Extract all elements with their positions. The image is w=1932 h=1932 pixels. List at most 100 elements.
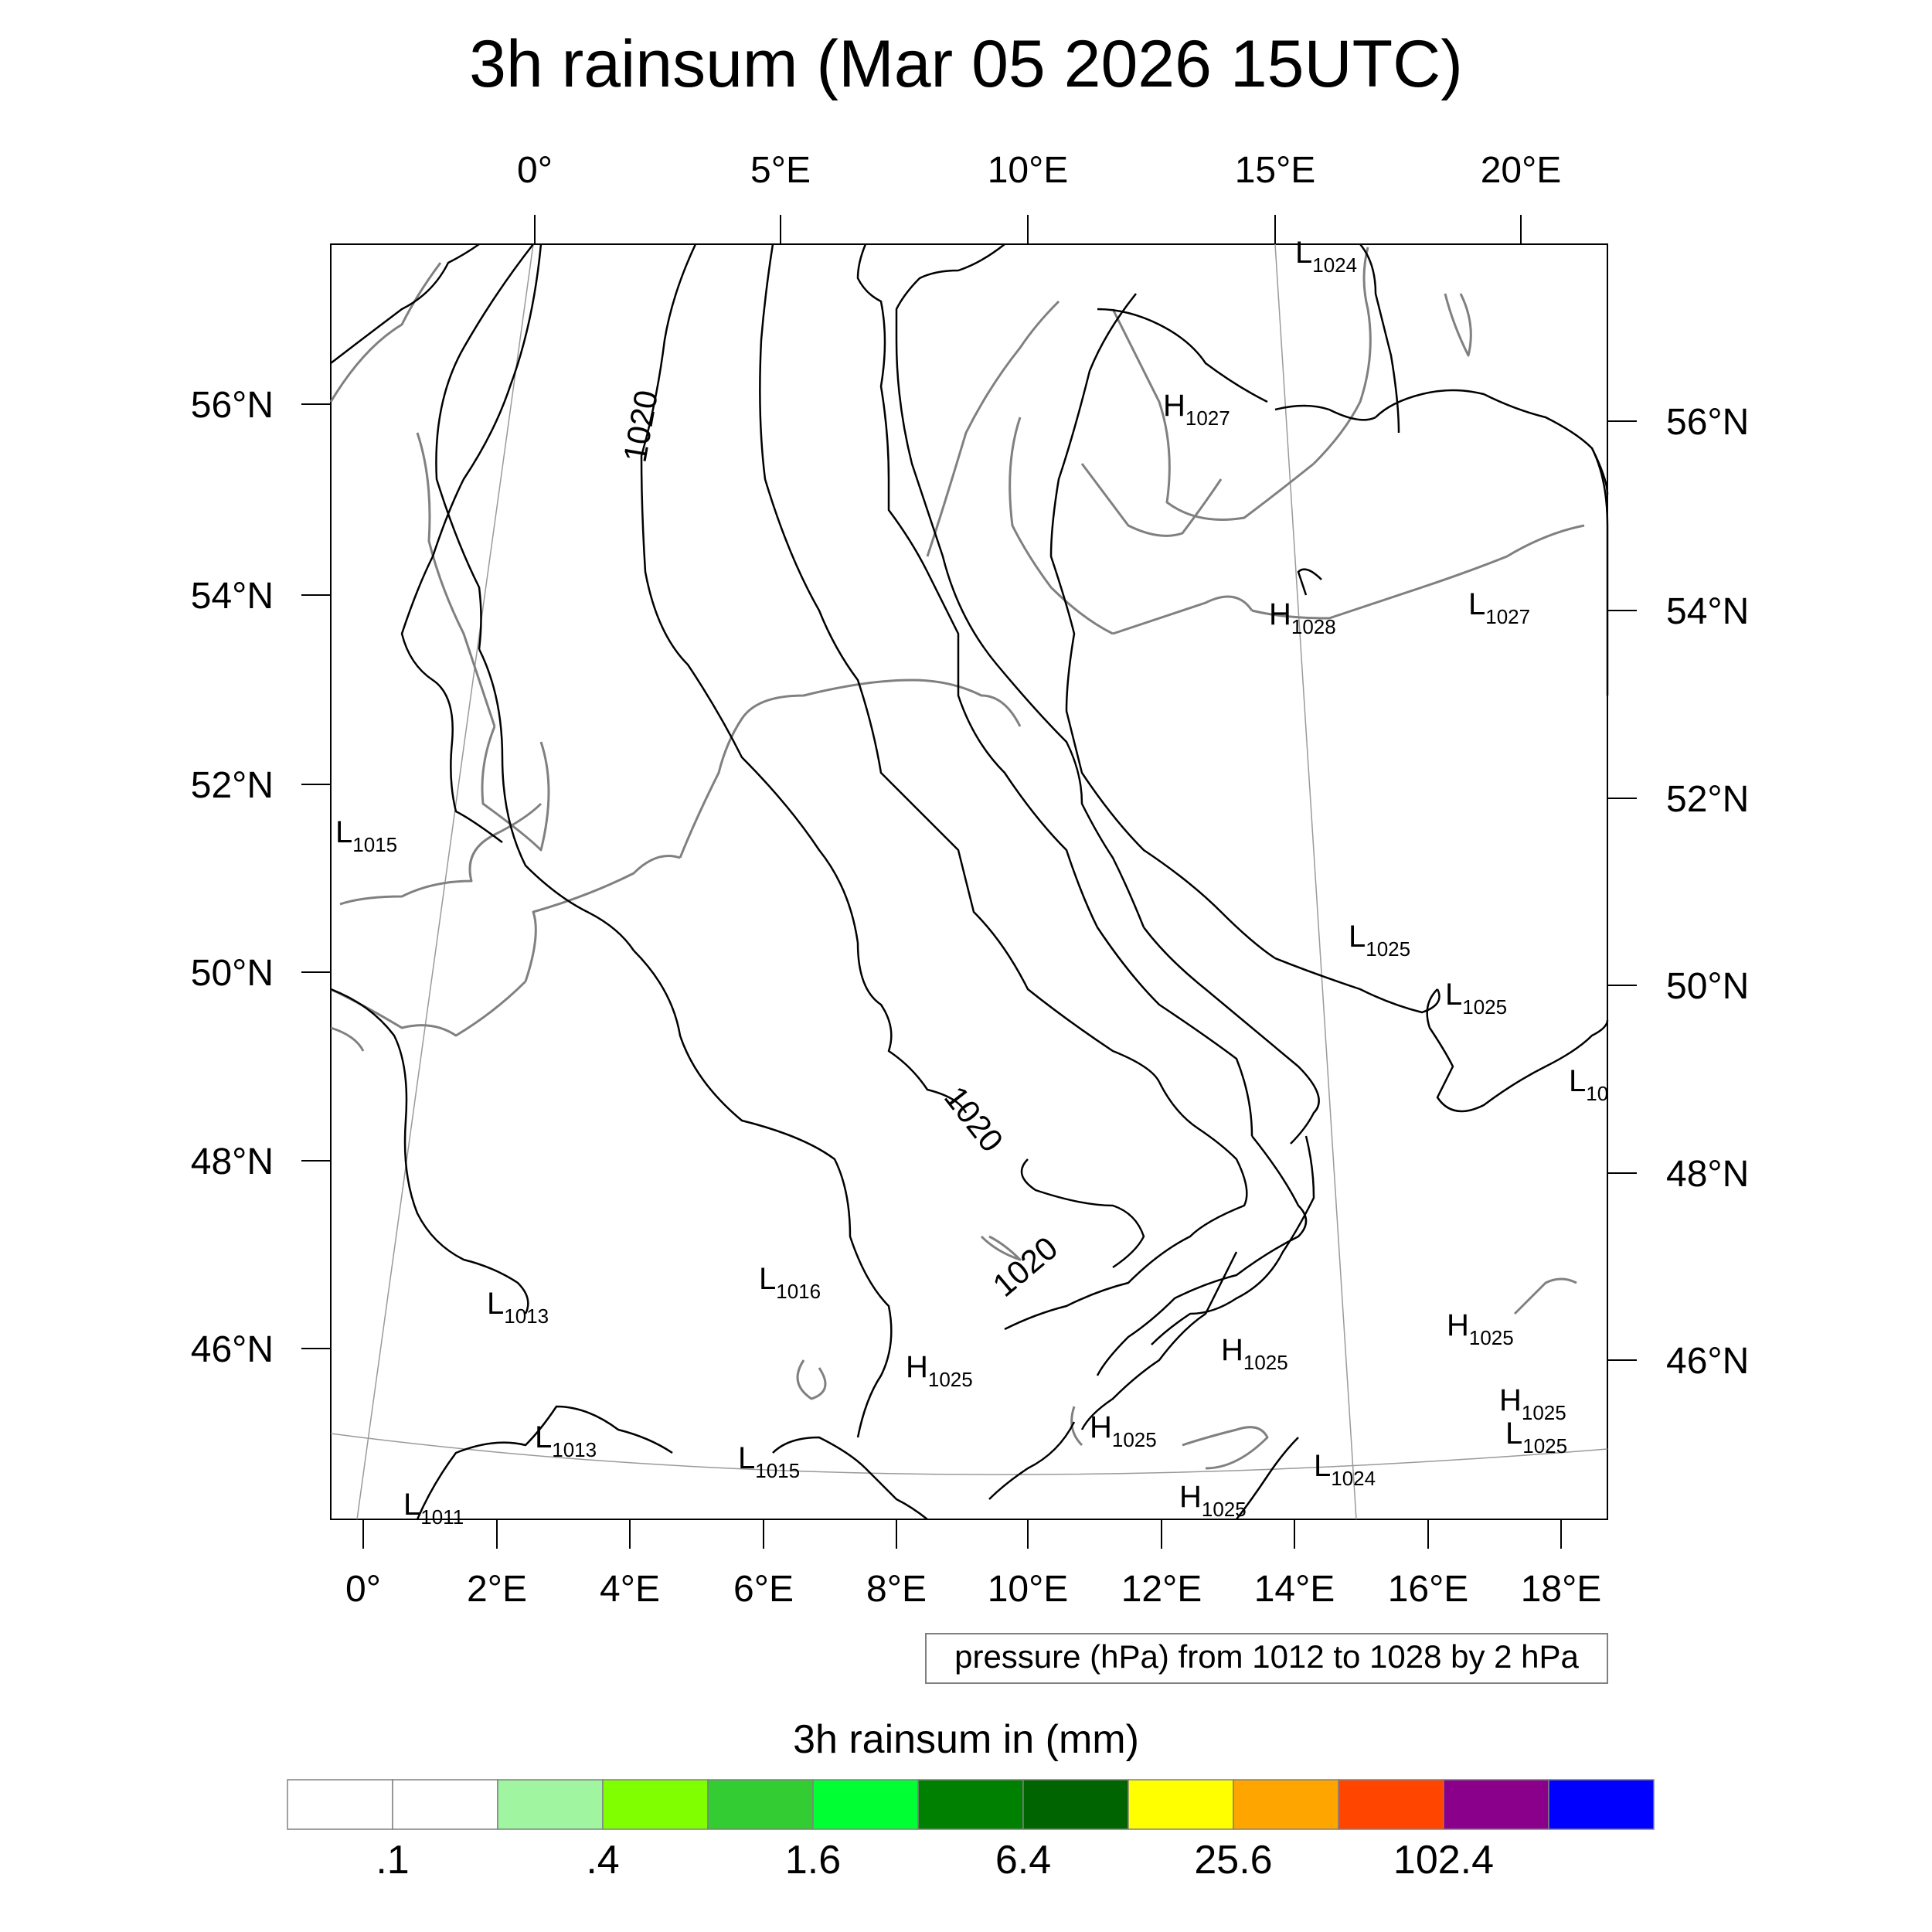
isobar-5 xyxy=(400,243,543,844)
colorbar-label: 102.4 xyxy=(1393,1838,1494,1883)
pressure-center-value: 1025 xyxy=(1202,1498,1247,1521)
isobar-25 xyxy=(1097,308,1268,403)
colorbar-swatch xyxy=(812,1779,919,1830)
colorbar-title: 3h rainsum in (mm) xyxy=(793,1717,1139,1762)
coast-istria xyxy=(1182,1426,1269,1470)
colorbar-label: .4 xyxy=(586,1838,619,1883)
pressure-center-type: L xyxy=(1468,587,1485,621)
coast-sweden-south xyxy=(1111,308,1315,521)
pressure-centers: L1024H1027H1028L1027L1015L1025L1025L10L1… xyxy=(335,236,1608,1529)
pressure-center-label: L1024 xyxy=(1295,236,1357,277)
isobar-3 xyxy=(330,988,529,1315)
isobar-21 xyxy=(1426,988,1609,1113)
colorbar-label: 25.6 xyxy=(1194,1838,1272,1883)
right-axis-label: 54°N xyxy=(1666,591,1749,632)
pressure-center-type: L xyxy=(1445,978,1462,1012)
isobar-16 xyxy=(895,339,1145,928)
pressure-center-type: H xyxy=(1179,1480,1202,1514)
coast-poland xyxy=(1251,524,1585,620)
colorbar-swatch xyxy=(1022,1779,1129,1830)
coast-uk-east-2 xyxy=(481,726,550,852)
isobar-27 xyxy=(1080,1251,1238,1430)
bottom-axis-label: 14°E xyxy=(1254,1569,1335,1610)
right-axis-label: 46°N xyxy=(1666,1341,1749,1382)
pressure-center-label: H1025 xyxy=(1221,1333,1288,1374)
isobar-4 xyxy=(478,648,635,951)
colorbar-swatch xyxy=(1443,1779,1549,1830)
pressure-center-type: L xyxy=(1295,236,1312,270)
isobar-19 xyxy=(1049,293,1276,960)
bottom-axis: 0° 2°E 4°E 6°E 8°E 10°E 12°E 14°E 16°E 18°E xyxy=(345,1519,1601,1610)
bottom-axis-label: 12°E xyxy=(1121,1569,1202,1610)
pressure-center-type: H xyxy=(1269,597,1291,631)
isobar-10 xyxy=(759,243,1161,1083)
colorbar-swatch xyxy=(287,1779,393,1830)
pressure-center-label: L1013 xyxy=(535,1420,597,1461)
top-axis-label: 10°E xyxy=(988,150,1069,191)
coast-uk-east-1 xyxy=(416,432,496,727)
pressure-center-label: H1027 xyxy=(1163,389,1230,430)
isobar-6 xyxy=(633,950,893,1438)
pressure-center-value: 1025 xyxy=(1522,1401,1566,1424)
isobar-30 xyxy=(772,1436,928,1520)
coast-gotland xyxy=(1444,293,1472,357)
map-title: 3h rainsum (Mar 05 2026 15UTC) xyxy=(469,27,1463,101)
right-axis-label: 52°N xyxy=(1666,779,1749,820)
bottom-axis-label: 4°E xyxy=(600,1569,660,1610)
map-frame xyxy=(330,243,1608,1520)
pressure-center-value: 10 xyxy=(1586,1082,1608,1105)
pressure-center-label: L1025 xyxy=(1445,978,1507,1019)
pressure-center-value: 1027 xyxy=(1185,406,1230,430)
isobar-29 xyxy=(416,1405,673,1520)
coastlines xyxy=(329,247,1585,1470)
pressure-center-value: 1025 xyxy=(1112,1428,1157,1451)
pressure-center-type: L xyxy=(1314,1449,1331,1483)
pressure-center-type: L xyxy=(1569,1064,1586,1098)
top-axis: 0° 5°E 10°E 15°E 20°E xyxy=(517,150,1561,244)
pressure-center-type: L xyxy=(403,1488,420,1522)
parallel-45n xyxy=(330,1433,1608,1475)
coast-netherlands xyxy=(679,679,913,859)
coast-denmark-west xyxy=(1009,417,1114,635)
pressure-center-label: H1025 xyxy=(1090,1410,1157,1451)
coast-belgium xyxy=(524,855,681,982)
isobar-11 xyxy=(1004,1081,1248,1331)
bottom-axis-label: 0° xyxy=(345,1569,381,1610)
left-axis-label: 50°N xyxy=(191,953,274,994)
pressure-center-value: 1025 xyxy=(1366,937,1410,961)
coast-lake-balaton xyxy=(1513,1277,1577,1315)
isobar-9 xyxy=(1020,1158,1145,1269)
top-axis-label: 5°E xyxy=(750,150,811,191)
top-axis-label: 15°E xyxy=(1235,150,1316,191)
bottom-axis-label: 8°E xyxy=(866,1569,927,1610)
left-axis: 56°N 54°N 52°N 50°N 48°N 46°N xyxy=(191,385,331,1370)
right-axis-label: 56°N xyxy=(1666,402,1749,443)
colorbar-swatch xyxy=(392,1779,498,1830)
pressure-center-value: 1024 xyxy=(1331,1467,1376,1490)
bottom-axis-label: 6°E xyxy=(733,1569,794,1610)
pressure-center-type: H xyxy=(1221,1333,1243,1367)
lake-constance xyxy=(980,1235,1022,1261)
isobar-22 xyxy=(1274,404,1376,421)
pressure-center-label: H1025 xyxy=(1499,1383,1566,1424)
pressure-center-value: 1027 xyxy=(1485,605,1530,628)
coast-uk-south xyxy=(339,802,543,906)
right-axis: 56°N 54°N 52°N 50°N 48°N 46°N xyxy=(1607,402,1749,1382)
lake-garda xyxy=(1070,1406,1083,1447)
pressure-center-value: 1016 xyxy=(776,1280,821,1303)
isobar-7 xyxy=(640,243,859,944)
pressure-center-value: 1025 xyxy=(1522,1434,1567,1458)
pressure-center-type: L xyxy=(759,1262,776,1296)
pressure-center-type: L xyxy=(535,1420,552,1454)
colorbar-swatch xyxy=(1233,1779,1339,1830)
left-axis-label: 48°N xyxy=(191,1141,274,1182)
pressure-center-label: L1016 xyxy=(759,1262,821,1303)
bottom-axis-label: 2°E xyxy=(467,1569,527,1610)
pressure-center-type: L xyxy=(335,815,352,849)
pressure-center-label: L1025 xyxy=(1349,920,1410,961)
coast-denmark-east xyxy=(1080,463,1223,537)
pressure-center-type: L xyxy=(1505,1417,1522,1451)
isobar-12 xyxy=(856,243,1253,1137)
isobars xyxy=(330,243,1609,1520)
colorbar-swatch xyxy=(497,1779,604,1830)
